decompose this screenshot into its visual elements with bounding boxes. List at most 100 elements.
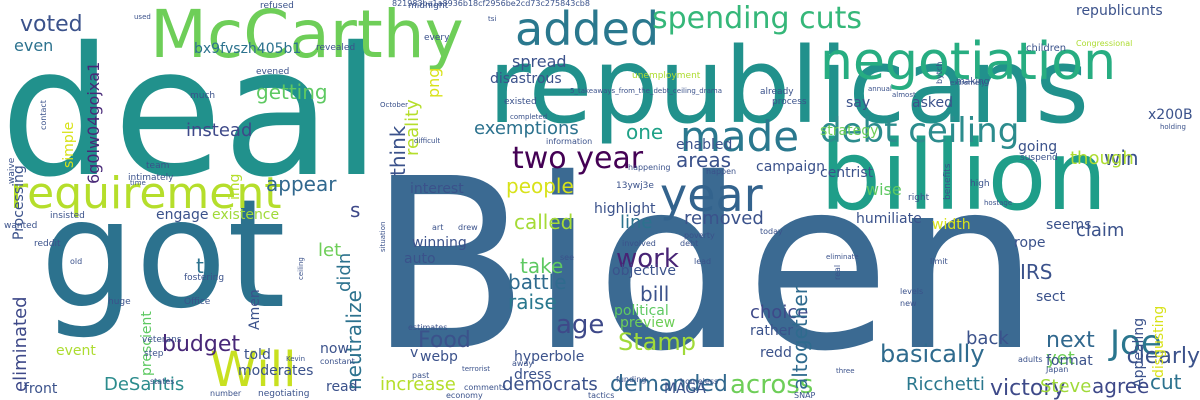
word-congressional: Congressional (1076, 39, 1133, 48)
word-cut: cut (1150, 370, 1182, 394)
word-webp: webp (420, 349, 458, 365)
word-let: let (318, 240, 342, 261)
word-past: past (412, 371, 430, 380)
word-highlight: highlight (594, 201, 656, 217)
word-told: told (244, 347, 271, 363)
word-say: say (846, 95, 871, 111)
word-comments: comments (464, 383, 507, 392)
word-year: year (660, 168, 763, 222)
word-bill: bill (640, 282, 670, 306)
word-right: right (908, 193, 930, 203)
word-constant: constant (320, 357, 355, 366)
word-victory: victory (990, 376, 1066, 400)
word-terrorist: terrorist (462, 365, 491, 373)
word-didn: didn (334, 252, 355, 292)
word-poverty: poverty (684, 231, 715, 240)
word-t: t (196, 254, 204, 278)
word-auto: auto (404, 251, 436, 267)
word-across: across (730, 370, 814, 400)
word-tsi: tsi (488, 15, 497, 23)
word-reddit: reddit (34, 239, 61, 249)
word-lead: lead (694, 257, 712, 266)
word-asked: asked (912, 95, 953, 111)
word-ricchetti: Ricchetti (906, 374, 985, 395)
word-line: line (620, 212, 653, 233)
word-already: already (760, 87, 794, 97)
word-art: art (432, 223, 444, 232)
word-holding: holding (1160, 123, 1186, 131)
word-political: political (614, 303, 669, 319)
word-take: take (520, 254, 564, 278)
word-budget: budget (162, 332, 240, 357)
word-states: states (150, 377, 175, 386)
word-getting: getting (256, 80, 328, 104)
word-wanted: wanted (4, 221, 38, 231)
word-bx9fvszh405b1: bx9fvszh405b1 (194, 41, 302, 57)
word-areas: areas (676, 148, 732, 172)
word-real: real (833, 264, 842, 280)
word-waive: waive (7, 157, 17, 184)
word-work: work (616, 244, 679, 274)
word-japan: Japan (1046, 365, 1069, 374)
word-happen: happen (706, 167, 737, 176)
word-benefits: benefits (943, 163, 953, 200)
word-basically: basically (880, 340, 985, 368)
word-food: Food (418, 328, 471, 353)
word-campaign: campaign (756, 159, 826, 175)
word-ceiling: ceiling (297, 257, 305, 280)
word-desantis: DeSantis (104, 374, 185, 395)
word-v: v (410, 345, 419, 361)
word-away: away (512, 359, 534, 368)
word-making: making (956, 77, 990, 87)
word-strategy: strategy (820, 123, 879, 139)
word-13ywj3e: 13ywj3e (616, 181, 654, 191)
word-disastrous: disastrous (490, 71, 562, 87)
word-happening: happening (628, 163, 671, 172)
word-every: every (424, 33, 450, 43)
word-read: read (326, 379, 358, 395)
word-today: today (760, 227, 783, 236)
word-republicunts: republicunts (1076, 3, 1163, 19)
word-back: back (966, 328, 1009, 349)
word-suspend: suspend (1020, 153, 1058, 163)
word-contact: contact (39, 100, 48, 130)
word-existence: existence (212, 207, 280, 223)
word-kevin: Kevin (286, 355, 306, 363)
word-adults: adults (1018, 355, 1043, 364)
word-see: see (560, 253, 575, 262)
word-people: people (506, 174, 574, 198)
word-rather: rather (750, 323, 794, 339)
word-levels: levels (900, 287, 924, 296)
word-dress: dress (514, 367, 552, 383)
word-number: number (210, 389, 242, 398)
word-debt-ceiling: debt ceiling (820, 111, 1020, 151)
word-going: going (1018, 139, 1058, 155)
word-much: much (190, 91, 216, 101)
word-format: format (1046, 353, 1093, 369)
word-snap: SNAP (794, 391, 816, 400)
word-img: img (227, 173, 243, 200)
word-stamp: Stamp (618, 328, 696, 356)
word-intimately: intimately (128, 173, 174, 183)
word-clearly: clearly (1126, 344, 1200, 369)
word-altogether: altogether (788, 286, 812, 390)
word-team: team (146, 161, 170, 171)
word-situation: situation (379, 221, 387, 252)
word-joe: Joe (1110, 323, 1162, 363)
word-next: next (1046, 328, 1095, 353)
word-midnight: midnight (408, 1, 449, 11)
word-difficult: difficult (414, 137, 441, 145)
word-refused: refused (260, 1, 294, 11)
word-estimates: estimates (408, 323, 448, 332)
word-raise: raise (508, 290, 557, 314)
word-x200b: x200B (1148, 107, 1193, 123)
word-bytch: bytch (935, 61, 944, 84)
word-win: win (1104, 146, 1139, 170)
word-sect: sect (1036, 289, 1066, 305)
word-annual: annual (868, 85, 892, 93)
word-6g0lw04gojxa1: 6g0lw04gojxa1 (84, 61, 103, 184)
word-limit: limit (930, 257, 948, 266)
word-negotiating: negotiating (258, 389, 310, 399)
word-negotiation: negotiation (820, 32, 1117, 92)
word-two-year: two year (512, 141, 644, 176)
